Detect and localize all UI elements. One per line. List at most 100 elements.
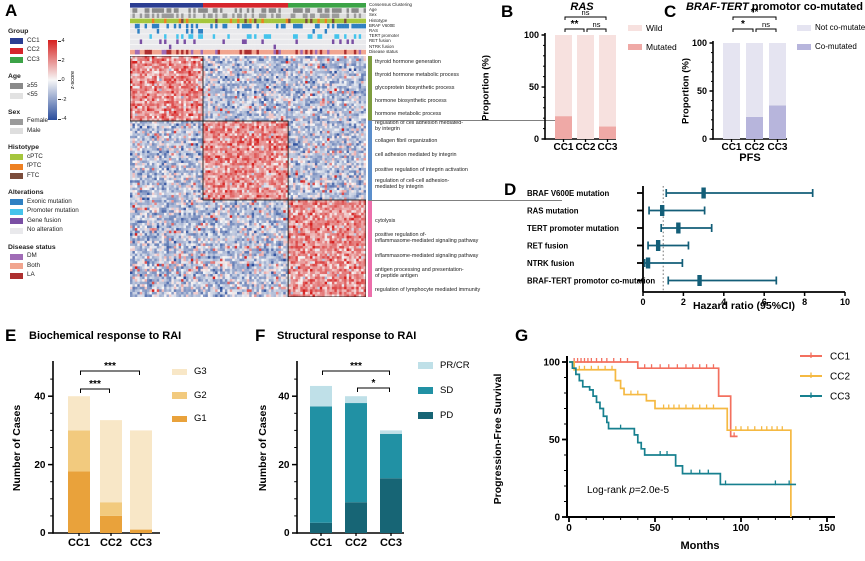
legend-item-label: Female [27, 117, 48, 124]
legend-chip [10, 92, 23, 99]
hr-point-marker [701, 187, 706, 199]
km-curve-cc3 [569, 361, 797, 486]
bar-segment-pr-cr [310, 385, 332, 407]
bar-segment-sd [345, 403, 367, 503]
legend-item-label: G2 [194, 389, 207, 401]
x-tick-label: 100 [733, 523, 750, 534]
bar-segment-not-co-mutated [723, 43, 740, 139]
module-color-bar [367, 200, 372, 297]
pathway-label: regulation of cell adhesion mediated-by … [375, 120, 463, 133]
pathway-label-line: positive regulation of integrin activati… [375, 166, 468, 173]
legend-item-label: DM [27, 252, 37, 259]
panel-c-pfs-label: PFS [739, 152, 761, 164]
bar-segment-co-mutated [746, 116, 763, 139]
annotation-row-label: Consensus Clustering [369, 2, 412, 7]
legend-item-label: <55 [27, 91, 38, 98]
pathway-label-line: of peptide antigen [375, 272, 418, 279]
bar-segment-g1 [68, 471, 90, 533]
colorbar-tick [58, 40, 61, 42]
legend-item-label: CC1 [830, 352, 850, 363]
panel-b-label: B [501, 2, 514, 21]
colorbar-tick [58, 118, 61, 120]
pathway-label-line: hormone metabolic process [375, 110, 442, 117]
forest-row-label: NTRK fusion [527, 259, 574, 268]
pathway-label: collagen fibril organization [375, 138, 437, 145]
bar-segment-mutated [599, 126, 616, 139]
pathway-label: thyroid hormone metabolic process [375, 72, 459, 79]
category-label: CC3 [130, 537, 152, 549]
colorbar-tick-label: 4 [61, 38, 65, 44]
pathway-label: regulation of cell-cell adhesion-mediate… [375, 178, 450, 191]
significance-label: ns [593, 20, 601, 29]
significance-bracket [755, 28, 777, 32]
significance-label: *** [350, 361, 362, 372]
legend-item-label: G3 [194, 366, 207, 377]
legend-chip [172, 392, 187, 399]
significance-bracket [357, 387, 390, 392]
bar-segment-wild [577, 35, 594, 139]
colorbar-tick-label: 2 [61, 57, 65, 64]
legend-item-label: Mutated [646, 41, 677, 52]
km-curve-cc1 [569, 361, 738, 438]
legend-section-title: Sex [8, 108, 21, 116]
category-label: CC3 [597, 142, 617, 153]
pathway-label-line: regulation of lymphocyte mediated immuni… [375, 287, 481, 294]
zscore-colorbar-label: z-score [70, 70, 76, 90]
legend-chip [418, 412, 433, 419]
bar-segment-not-co-mutated [769, 43, 786, 106]
forest-row-label: BRAF-TERT promotor co-mutation [527, 277, 655, 286]
y-tick-label: 100 [692, 38, 707, 48]
bar-segment-g2 [68, 430, 90, 472]
y-tick-label: 40 [278, 391, 290, 402]
bar-segment-g1 [130, 529, 152, 533]
colorbar-tick-label: -4 [61, 116, 67, 122]
panel-f-title: Structural response to RAI [277, 330, 417, 342]
y-tick-label: 50 [549, 435, 561, 446]
legend-item-label: fPTC [27, 162, 42, 169]
legend-chip [10, 163, 23, 170]
legend-item-label: CC1 [27, 36, 40, 44]
legend-chip [418, 362, 433, 369]
legend-item-label: SD [440, 384, 454, 396]
significance-bracket [564, 16, 607, 20]
legend-chip [10, 83, 23, 89]
x-tick-label: 150 [819, 523, 836, 534]
panel-c-ylabel: Proportion (%) [680, 58, 692, 124]
forest-row-label: BRAF V600E mutation [527, 189, 610, 198]
y-tick-label: 50 [697, 86, 707, 96]
pathway-label-line: regulation of cell-cell adhesion- [375, 178, 450, 185]
significance-label: * [372, 378, 376, 389]
forest-row-label: TERT promoter mutation [527, 224, 619, 233]
forest-row-label: RET fusion [527, 242, 568, 251]
panel-c-title-gene: BRAF-TERT [685, 1, 749, 13]
bar-segment-g3 [130, 430, 152, 530]
bar-segment-pr-cr [380, 430, 402, 434]
annotation-row-label: RAS [369, 28, 379, 33]
pathway-label: positive regulation of integrin activati… [375, 166, 468, 174]
module-color-bar [367, 56, 372, 121]
legend-section-title: Alterations [8, 189, 44, 196]
legend-item-label: Exonic mutation [27, 197, 72, 205]
annotation-row-label: RET fusion [369, 38, 391, 44]
y-tick-label: 0 [554, 513, 560, 524]
legend-section-title: Age [8, 73, 21, 80]
pathway-label: inflammasome-mediated signaling pathway [375, 253, 478, 260]
legend-chip [418, 387, 433, 394]
bar-segment-sd [310, 406, 332, 523]
panel-c-label: C [664, 2, 677, 21]
y-tick-label: 0 [534, 134, 539, 144]
legend-item-label: PD [440, 409, 454, 421]
panel-e-label: E [5, 326, 17, 345]
hr-point-marker [655, 240, 661, 251]
x-tick-label: 10 [840, 297, 850, 307]
legend-section-title: Disease status [8, 243, 56, 251]
x-tick-label: 0 [640, 297, 645, 307]
x-tick-label: 0 [566, 523, 572, 534]
significance-label: *** [89, 379, 101, 390]
bar-segment-g3 [100, 420, 122, 503]
significance-bracket [564, 28, 585, 32]
bar-segment-pd [380, 478, 402, 533]
legend-item-label: Wild [646, 22, 663, 33]
panel-b-ylabel: Proportion (%) [480, 55, 492, 121]
y-tick-label: 0 [284, 528, 290, 539]
